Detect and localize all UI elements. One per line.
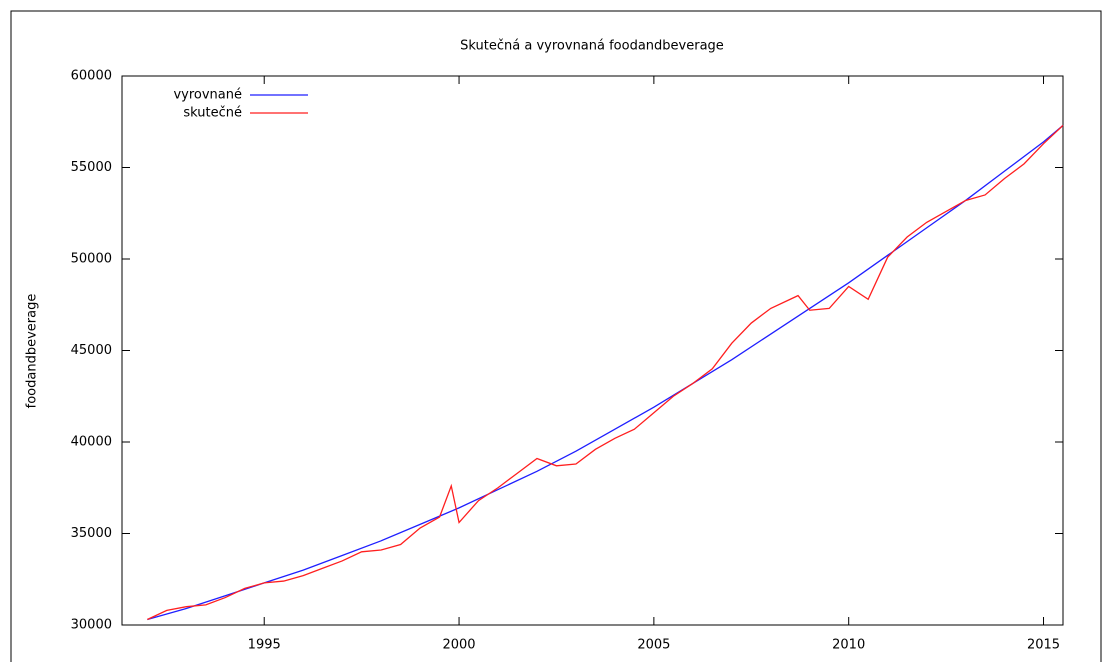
legend-label: skutečné (183, 106, 242, 121)
y-tick-label: 40000 (71, 435, 112, 450)
x-tick-label: 2010 (832, 638, 865, 653)
x-tick-label: 2000 (442, 638, 475, 653)
line-series (147, 124, 1064, 621)
y-tick-label: 60000 (71, 69, 112, 84)
line-series (147, 124, 1064, 621)
y-tick-label: 55000 (71, 160, 112, 175)
x-tick-label: 2015 (1027, 638, 1060, 653)
y-axis-label: foodandbeverage (25, 294, 40, 409)
legend-label: vyrovnané (173, 88, 242, 103)
x-tick-label: 2005 (637, 638, 670, 653)
outer-frame (10, 10, 1102, 662)
y-tick-label: 30000 (71, 618, 112, 633)
y-tick-label: 50000 (71, 252, 112, 267)
plot-frame (121, 75, 1064, 626)
y-tick-label: 45000 (71, 343, 112, 358)
y-tick-label: 35000 (71, 526, 112, 541)
x-tick-label: 1995 (248, 638, 281, 653)
chart-title: Skutečná a vyrovnaná foodandbeverage (460, 39, 724, 54)
